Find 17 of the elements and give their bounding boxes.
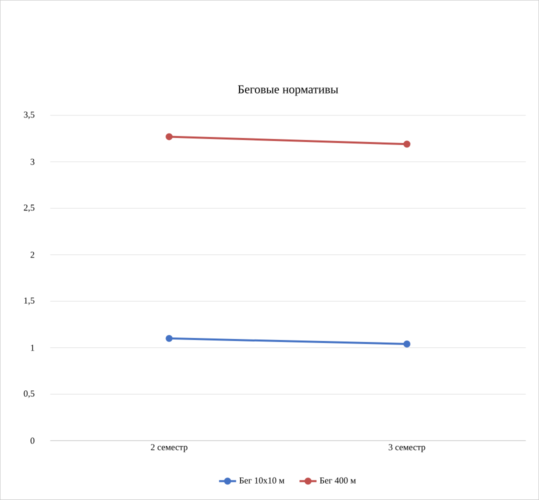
y-tick-label: 3,5 [24,112,34,119]
x-tick-label: 3 семестр [388,444,426,452]
y-tick-label: 2,5 [24,204,34,212]
x-tick-label: 2 семестр [150,444,188,452]
point [403,340,410,348]
y-tick-label: 1,5 [24,298,34,305]
y-tick-label: 2 [30,252,34,258]
chart-title: Беговые нормативы [238,85,338,96]
point [166,334,173,342]
point [166,133,173,140]
legend-label: Бег 10х10 м [239,477,284,484]
legend-label: Бег 400 м [320,477,356,484]
y-tick-label: 1 [31,344,34,351]
y-tick-label: 0 [30,438,34,444]
point [403,140,410,148]
y-tick-label: 3 [30,158,34,165]
y-tick-label: 0,5 [24,390,34,398]
